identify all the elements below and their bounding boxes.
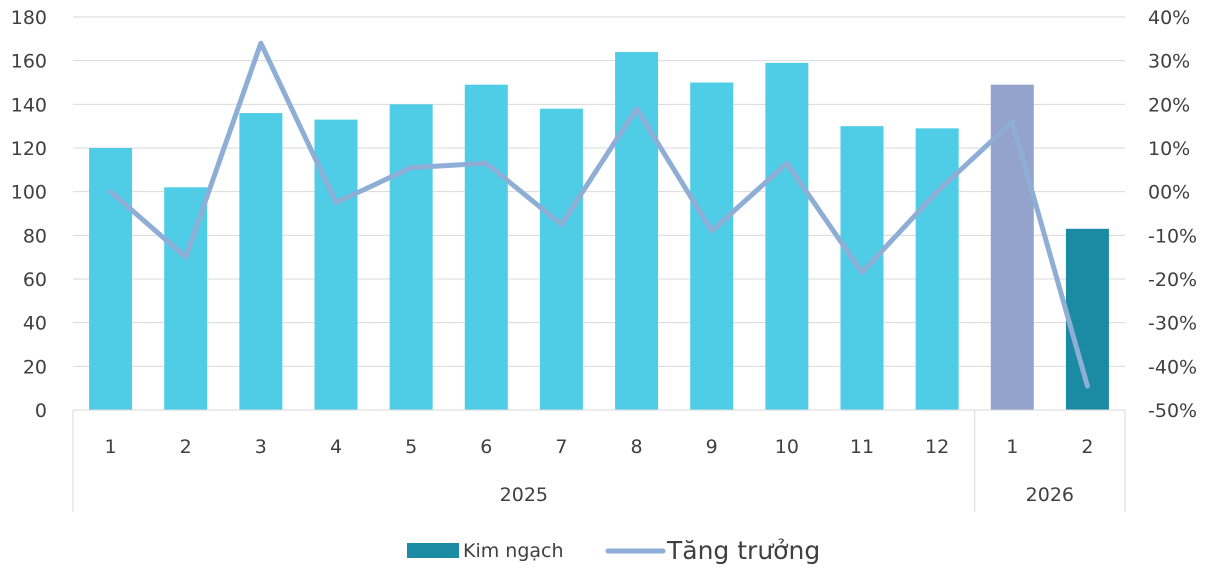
y-right-tick-label: 20% bbox=[1148, 94, 1190, 116]
x-tick-label: 3 bbox=[255, 436, 267, 458]
x-group-label: 2025 bbox=[500, 484, 548, 506]
bar bbox=[89, 148, 133, 410]
x-group-label: 2026 bbox=[1026, 484, 1074, 506]
bar bbox=[389, 104, 433, 410]
x-tick-label: 12 bbox=[925, 436, 949, 458]
y-left-tick-label: 100 bbox=[11, 182, 47, 204]
y-right-tick-label: 10% bbox=[1148, 138, 1190, 160]
y-right-tick-label: -10% bbox=[1148, 225, 1197, 247]
x-tick-label: 4 bbox=[330, 436, 342, 458]
y-left-tick-label: 20 bbox=[23, 356, 47, 378]
bar bbox=[990, 84, 1034, 410]
y-right-tick-label: -50% bbox=[1148, 400, 1197, 422]
y-left-tick-label: 60 bbox=[23, 269, 47, 291]
x-tick-label: 6 bbox=[480, 436, 492, 458]
y-left-tick-label: 180 bbox=[11, 7, 47, 29]
bar bbox=[164, 187, 208, 410]
y-right-tick-label: 00% bbox=[1148, 182, 1190, 204]
bar bbox=[690, 82, 734, 410]
x-tick-label: 9 bbox=[706, 436, 718, 458]
bar-series-kim-ngach bbox=[89, 51, 1109, 411]
axes: 0 20 40 60 80 100 120 140 160 180 -50% -40% -30% -20%… bbox=[11, 7, 1197, 512]
bar bbox=[464, 84, 508, 410]
y-right-tick-label: -30% bbox=[1148, 313, 1197, 335]
x-tick-label: 11 bbox=[850, 436, 874, 458]
x-tick-label: 2 bbox=[1081, 436, 1093, 458]
x-tick-label: 1 bbox=[1006, 436, 1018, 458]
legend: Kim ngạch Tăng trưởng bbox=[407, 536, 820, 565]
x-tick-label: 5 bbox=[405, 436, 417, 458]
x-tick-label: 2 bbox=[180, 436, 192, 458]
y-left-tick-label: 160 bbox=[11, 51, 47, 73]
series-line bbox=[108, 40, 1090, 389]
y-left-tick-label: 120 bbox=[11, 138, 47, 160]
legend-label-kim-ngach: Kim ngạch bbox=[463, 540, 564, 562]
line-series-tang-truong bbox=[108, 40, 1090, 389]
legend-swatch-kim-ngach bbox=[407, 543, 459, 558]
y-left-tick-label: 140 bbox=[11, 94, 47, 116]
y-right-tick-label: -20% bbox=[1148, 269, 1197, 291]
bar bbox=[765, 62, 809, 410]
y-right-tick-label: 30% bbox=[1148, 51, 1190, 73]
y-right-tick-label: -40% bbox=[1148, 356, 1197, 378]
y-left-tick-label: 0 bbox=[35, 400, 47, 422]
gridlines bbox=[73, 16, 1125, 411]
bar bbox=[915, 128, 959, 410]
legend-label-tang-truong: Tăng trưởng bbox=[666, 536, 820, 565]
x-tick-label: 10 bbox=[775, 436, 799, 458]
y-right-tick-label: 40% bbox=[1148, 7, 1190, 29]
bar bbox=[615, 51, 659, 410]
y-left-tick-label: 40 bbox=[23, 313, 47, 335]
x-tick-label: 8 bbox=[631, 436, 643, 458]
x-tick-label: 7 bbox=[555, 436, 567, 458]
bar bbox=[314, 119, 358, 410]
y-left-tick-label: 80 bbox=[23, 225, 47, 247]
x-tick-label: 1 bbox=[105, 436, 117, 458]
bar bbox=[539, 108, 583, 410]
bar bbox=[239, 113, 283, 411]
